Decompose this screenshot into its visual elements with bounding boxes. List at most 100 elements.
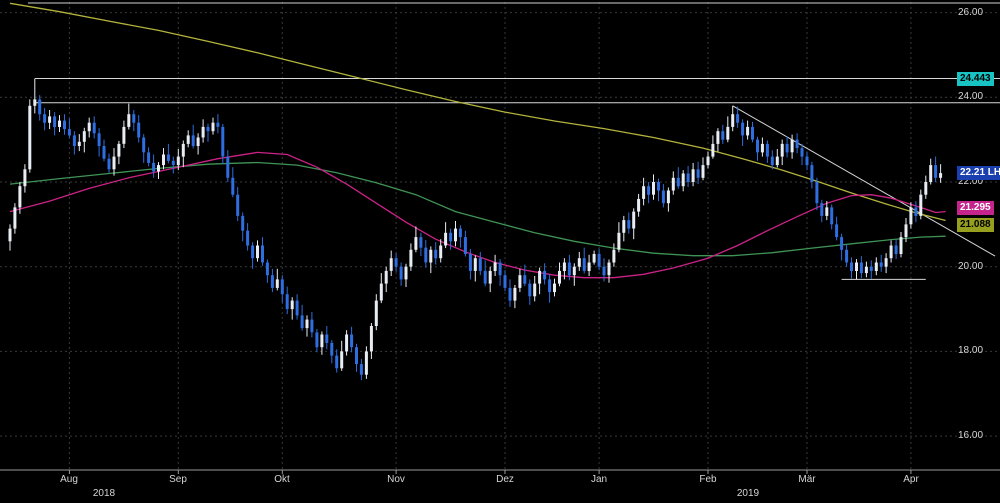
candle-body (13, 207, 17, 229)
candle-body (731, 114, 735, 127)
candle-body (939, 173, 943, 178)
candle-body (241, 215, 245, 231)
x-axis-year-label: 2019 (736, 488, 760, 499)
candle-body (478, 258, 482, 271)
x-axis-month-label: Okt (274, 474, 290, 485)
candle-body (790, 139, 794, 153)
candle-body (468, 254, 472, 271)
candle-body (201, 126, 205, 138)
candle-body (72, 135, 76, 146)
candle-body (602, 266, 606, 276)
ma-magenta-value-label: 21.295 (957, 201, 994, 215)
x-axis-month-label: Apr (903, 474, 919, 485)
candle-body (458, 228, 462, 238)
candle-body (592, 254, 596, 263)
candle-body (340, 351, 344, 369)
candle-body (18, 186, 22, 208)
candle-body (562, 262, 566, 271)
candle-body (379, 283, 383, 301)
candle-body (597, 254, 601, 267)
candle-body (404, 266, 408, 280)
candle-body (488, 270, 492, 284)
candle-body (414, 237, 418, 250)
x-axis-month-label: Nov (387, 474, 405, 485)
candle-body (231, 177, 235, 195)
candle-body (8, 228, 12, 242)
candle-body (280, 279, 284, 295)
candle-body (919, 194, 923, 216)
candle-body (553, 283, 556, 293)
candle-body (795, 139, 799, 149)
candle-body (171, 160, 175, 165)
candle-body (33, 99, 37, 106)
candle-body (840, 237, 844, 250)
x-axis-month-label: Sep (169, 474, 187, 485)
candle-body (850, 262, 853, 271)
candle-body (934, 165, 938, 178)
x-axis-month-label: Aug (60, 474, 78, 485)
candle-body (102, 146, 106, 159)
candle-body (894, 245, 898, 254)
candle-body (439, 245, 443, 259)
candle-body (681, 173, 685, 187)
x-axis-month-label: Dez (496, 474, 514, 485)
candle-body (528, 283, 532, 297)
candle-body (810, 165, 814, 182)
candle-body (647, 186, 651, 195)
candle-body (350, 334, 354, 348)
candle-body (726, 126, 730, 140)
y-axis-tick-label: 20.00 (958, 261, 984, 272)
candle-body (196, 137, 200, 146)
candle-body (127, 114, 131, 127)
candle-body (770, 156, 774, 166)
candle-body (869, 266, 873, 271)
y-axis-tick-label: 24.00 (958, 91, 984, 102)
candle-body (389, 258, 393, 271)
candle-body (87, 122, 91, 132)
candle-body (577, 258, 581, 267)
candle-body (612, 249, 616, 263)
candle-body (483, 270, 487, 284)
candle-body (909, 207, 913, 225)
candle-body (498, 262, 502, 276)
candle-body (48, 116, 52, 123)
candle-body (622, 220, 626, 233)
candle-body (741, 122, 745, 136)
candle-body (246, 230, 250, 246)
candle-body (558, 270, 561, 284)
candle-body (63, 120, 66, 130)
candle-body (359, 364, 363, 375)
candle-body (374, 300, 378, 326)
candle-body (226, 156, 230, 178)
candle-body (454, 228, 457, 242)
candle-body (463, 237, 467, 254)
candle-body (355, 347, 358, 365)
candle-body (889, 245, 893, 259)
candle-body (449, 232, 453, 242)
candle-body (533, 283, 537, 297)
candle-body (261, 245, 264, 263)
candle-body (290, 300, 294, 310)
y-axis-tick-label: 22.00 (958, 176, 984, 187)
candle-body (384, 270, 388, 284)
candle-body (369, 326, 373, 352)
ma-long-yellow (9, 2, 946, 222)
candle-body (820, 203, 824, 216)
candle-body (256, 245, 259, 259)
candle-body (97, 133, 101, 146)
candle-body (444, 232, 448, 246)
candle-body (320, 334, 324, 348)
candle-body (186, 135, 190, 144)
x-axis-year-label: 2018 (92, 488, 116, 499)
candle-body (117, 143, 121, 157)
candle-body (23, 169, 27, 187)
candle-body (657, 182, 660, 191)
x-axis-month-label: Mär (798, 474, 816, 485)
candle-body (503, 275, 507, 288)
candle-body (147, 152, 151, 163)
candle-body (265, 262, 269, 276)
candle-body (775, 156, 779, 166)
candle-body (696, 169, 700, 178)
